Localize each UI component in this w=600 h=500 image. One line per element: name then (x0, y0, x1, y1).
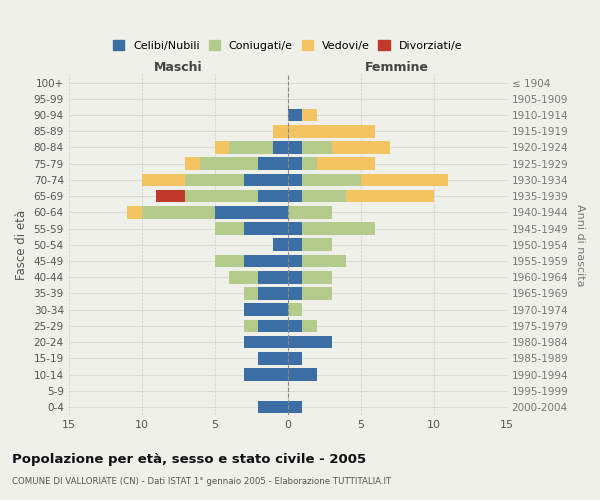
Text: Femmine: Femmine (365, 60, 429, 74)
Bar (259, 320, 287, 332)
Bar (287, 352, 302, 364)
Bar (287, 304, 302, 316)
Bar (302, 254, 346, 268)
Bar (302, 174, 361, 186)
Bar (317, 158, 376, 170)
Bar (259, 400, 287, 413)
Bar (156, 190, 185, 202)
Bar (287, 108, 302, 122)
Bar (244, 320, 259, 332)
Y-axis label: Anni di nascita: Anni di nascita (575, 204, 585, 286)
Bar (287, 174, 302, 186)
Bar (287, 336, 331, 348)
Bar (287, 222, 302, 235)
Bar (287, 206, 331, 218)
Text: COMUNE DI VALLORIATE (CN) - Dati ISTAT 1° gennaio 2005 - Elaborazione TUTTITALIA: COMUNE DI VALLORIATE (CN) - Dati ISTAT 1… (12, 478, 391, 486)
Legend: Celibi/Nubili, Coniugati/e, Vedovi/e, Divorziati/e: Celibi/Nubili, Coniugati/e, Vedovi/e, Di… (109, 36, 467, 56)
Bar (287, 238, 302, 251)
Bar (215, 141, 229, 154)
Bar (273, 238, 287, 251)
Bar (287, 368, 317, 381)
Bar (287, 271, 302, 283)
Bar (259, 158, 287, 170)
Bar (229, 141, 273, 154)
Bar (244, 174, 287, 186)
Bar (302, 158, 317, 170)
Bar (302, 271, 331, 283)
Bar (200, 158, 259, 170)
Bar (127, 206, 142, 218)
Bar (302, 108, 317, 122)
Bar (259, 271, 287, 283)
Bar (215, 206, 287, 218)
Bar (302, 287, 331, 300)
Bar (287, 141, 302, 154)
Bar (287, 320, 302, 332)
Bar (142, 174, 185, 186)
Bar (273, 141, 287, 154)
Bar (215, 222, 244, 235)
Bar (287, 125, 376, 138)
Bar (302, 238, 331, 251)
Bar (302, 190, 346, 202)
Bar (287, 254, 302, 268)
Bar (185, 174, 244, 186)
Text: Popolazione per età, sesso e stato civile - 2005: Popolazione per età, sesso e stato civil… (12, 452, 366, 466)
Bar (259, 287, 287, 300)
Bar (185, 158, 200, 170)
Bar (346, 190, 434, 202)
Bar (229, 271, 259, 283)
Bar (244, 254, 287, 268)
Bar (302, 320, 317, 332)
Bar (287, 158, 302, 170)
Bar (244, 222, 287, 235)
Y-axis label: Fasce di età: Fasce di età (15, 210, 28, 280)
Bar (287, 287, 302, 300)
Bar (259, 352, 287, 364)
Bar (287, 190, 302, 202)
Bar (287, 400, 302, 413)
Text: Maschi: Maschi (154, 60, 202, 74)
Bar (244, 287, 259, 300)
Bar (331, 141, 390, 154)
Bar (244, 304, 287, 316)
Bar (302, 141, 331, 154)
Bar (215, 254, 244, 268)
Bar (244, 368, 287, 381)
Bar (273, 125, 287, 138)
Bar (361, 174, 448, 186)
Bar (302, 222, 376, 235)
Bar (142, 206, 215, 218)
Bar (259, 190, 287, 202)
Bar (244, 336, 287, 348)
Bar (185, 190, 259, 202)
